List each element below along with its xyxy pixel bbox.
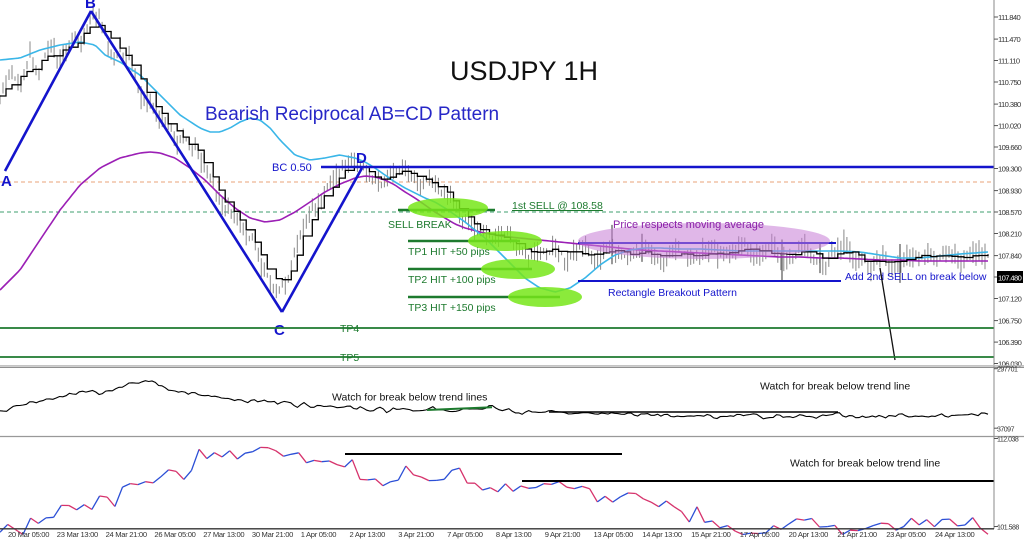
svg-text:9 Apr 21:00: 9 Apr 21:00 xyxy=(545,530,581,539)
svg-text:1 Apr 05:00: 1 Apr 05:00 xyxy=(301,530,337,539)
svg-text:106.390: 106.390 xyxy=(998,338,1022,347)
svg-text:Bearish Reciprocal AB=CD Patte: Bearish Reciprocal AB=CD Pattern xyxy=(205,104,499,125)
svg-text:BC 0.50: BC 0.50 xyxy=(272,162,312,174)
svg-text:A: A xyxy=(1,173,12,190)
svg-text:107.120: 107.120 xyxy=(998,295,1022,304)
svg-text:24 Apr 13:00: 24 Apr 13:00 xyxy=(935,530,975,539)
svg-text:23 Mar 13:00: 23 Mar 13:00 xyxy=(57,530,98,539)
svg-text:30 Mar 21:00: 30 Mar 21:00 xyxy=(252,530,293,539)
svg-text:1st SELL @ 108.58: 1st SELL @ 108.58 xyxy=(512,200,603,212)
svg-text:TP5: TP5 xyxy=(340,352,359,364)
svg-text:107.480: 107.480 xyxy=(998,273,1022,282)
svg-text:13 Apr 05:00: 13 Apr 05:00 xyxy=(594,530,634,539)
svg-text:112.038: 112.038 xyxy=(997,437,1019,444)
svg-text:3 Apr 21:00: 3 Apr 21:00 xyxy=(398,530,434,539)
svg-text:111.110: 111.110 xyxy=(998,57,1020,66)
svg-text:37097: 37097 xyxy=(997,427,1015,434)
svg-text:111.470: 111.470 xyxy=(998,35,1020,44)
svg-text:110.020: 110.020 xyxy=(998,122,1021,131)
svg-text:D: D xyxy=(356,150,367,167)
svg-text:8 Apr 13:00: 8 Apr 13:00 xyxy=(496,530,532,539)
svg-text:108.570: 108.570 xyxy=(998,208,1022,217)
svg-text:TP4: TP4 xyxy=(340,323,359,335)
svg-text:24 Mar 21:00: 24 Mar 21:00 xyxy=(106,530,147,539)
svg-text:297701: 297701 xyxy=(997,367,1018,374)
svg-text:17 Apr 05:00: 17 Apr 05:00 xyxy=(740,530,780,539)
svg-text:20 Apr 13:00: 20 Apr 13:00 xyxy=(789,530,829,539)
svg-text:23 Apr 05:00: 23 Apr 05:00 xyxy=(886,530,926,539)
svg-text:TP2 HIT +100 pips: TP2 HIT +100 pips xyxy=(408,274,496,286)
svg-text:B: B xyxy=(85,0,96,12)
svg-text:111.840: 111.840 xyxy=(998,13,1020,22)
svg-text:109.660: 109.660 xyxy=(998,143,1022,152)
svg-text:Add 2nd SELL on break below: Add 2nd SELL on break below xyxy=(845,271,987,283)
svg-text:15 Apr 21:00: 15 Apr 21:00 xyxy=(691,530,731,539)
svg-text:20 Mar 05:00: 20 Mar 05:00 xyxy=(8,530,49,539)
svg-text:Watch for break below trend li: Watch for break below trend line xyxy=(790,458,940,470)
svg-text:C: C xyxy=(274,322,285,339)
svg-text:TP1 HIT +50 pips: TP1 HIT +50 pips xyxy=(408,246,490,258)
svg-text:108.210: 108.210 xyxy=(998,230,1022,239)
svg-text:14 Apr 13:00: 14 Apr 13:00 xyxy=(642,530,682,539)
svg-text:21 Apr 21:00: 21 Apr 21:00 xyxy=(837,530,877,539)
svg-text:Rectangle Breakout Pattern: Rectangle Breakout Pattern xyxy=(608,287,737,299)
svg-text:TP3 HIT +150 pips: TP3 HIT +150 pips xyxy=(408,302,496,314)
svg-text:27 Mar 13:00: 27 Mar 13:00 xyxy=(203,530,244,539)
svg-text:108.930: 108.930 xyxy=(998,187,1022,196)
svg-text:101.588: 101.588 xyxy=(997,525,1019,532)
svg-text:Watch for break below trend li: Watch for break below trend lines xyxy=(332,392,487,404)
svg-text:110.380: 110.380 xyxy=(998,100,1021,109)
svg-text:107.840: 107.840 xyxy=(998,252,1022,261)
svg-text:Watch for break below trend li: Watch for break below trend line xyxy=(760,381,910,393)
svg-text:Price respects moving average: Price respects moving average xyxy=(613,219,764,231)
svg-text:SELL BREAK: SELL BREAK xyxy=(388,219,452,231)
svg-text:109.300: 109.300 xyxy=(998,165,1022,174)
svg-text:2 Apr 13:00: 2 Apr 13:00 xyxy=(350,530,386,539)
svg-text:106.750: 106.750 xyxy=(998,317,1022,326)
svg-text:110.750: 110.750 xyxy=(998,78,1021,87)
svg-text:26 Mar 05:00: 26 Mar 05:00 xyxy=(154,530,195,539)
svg-text:7 Apr 05:00: 7 Apr 05:00 xyxy=(447,530,483,539)
svg-text:USDJPY 1H: USDJPY 1H xyxy=(450,56,598,86)
